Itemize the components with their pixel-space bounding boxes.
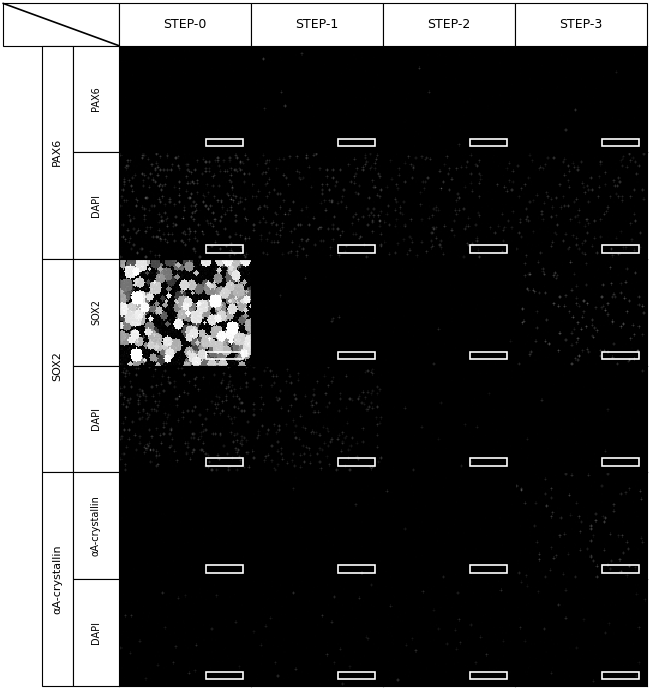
Text: STEP-1: STEP-1 [295, 18, 339, 31]
Bar [206, 352, 243, 359]
Text: PAX6: PAX6 [52, 138, 62, 167]
Bar [338, 565, 375, 573]
Bar [470, 565, 507, 573]
Bar [206, 138, 243, 146]
Bar [206, 245, 243, 253]
Text: DAPI: DAPI [91, 194, 101, 217]
Text: SOX2: SOX2 [91, 299, 101, 325]
Bar [470, 245, 507, 253]
Text: SOX2: SOX2 [52, 351, 62, 380]
Bar [602, 352, 639, 359]
Bar [338, 138, 375, 146]
Bar [206, 565, 243, 573]
Text: αA-crystallin: αA-crystallin [52, 544, 62, 614]
Bar [206, 458, 243, 466]
Text: PAX6: PAX6 [91, 87, 101, 112]
Text: DAPI: DAPI [91, 407, 101, 431]
Bar [470, 138, 507, 146]
Bar [470, 672, 507, 679]
Bar [338, 352, 375, 359]
Bar [470, 458, 507, 466]
Text: STEP-3: STEP-3 [559, 18, 603, 31]
Bar [338, 245, 375, 253]
Bar [602, 672, 639, 679]
Text: αA-crystallin: αA-crystallin [91, 495, 101, 556]
Bar [470, 352, 507, 359]
Bar [206, 672, 243, 679]
Bar [602, 458, 639, 466]
Bar [602, 245, 639, 253]
Bar [338, 458, 375, 466]
Text: STEP-2: STEP-2 [427, 18, 471, 31]
Text: STEP-0: STEP-0 [163, 18, 207, 31]
Bar [338, 672, 375, 679]
Bar [602, 138, 639, 146]
Bar [602, 565, 639, 573]
Text: DAPI: DAPI [91, 621, 101, 644]
